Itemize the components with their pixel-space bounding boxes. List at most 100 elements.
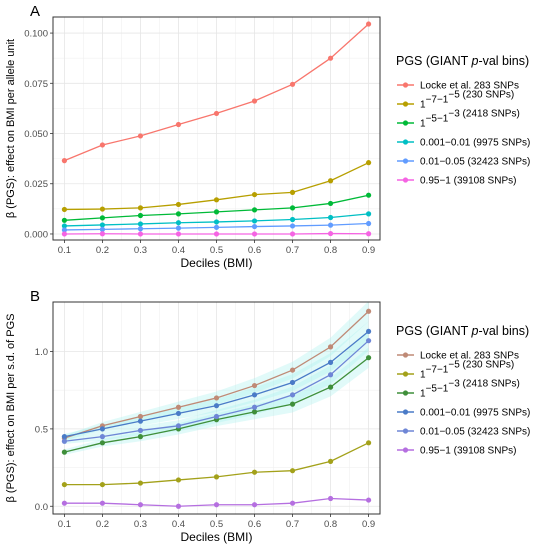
data-point <box>137 231 144 237</box>
data-point <box>99 434 106 440</box>
data-point <box>175 121 182 128</box>
data-point <box>61 217 68 223</box>
legend-label: Locke et al. 283 SNPs <box>420 81 519 92</box>
x-tick-label: 0.6 <box>248 245 261 256</box>
series-3 <box>61 355 372 455</box>
data-point <box>137 502 144 508</box>
data-point <box>137 133 144 139</box>
data-point <box>99 440 106 446</box>
data-point <box>289 231 296 237</box>
data-point <box>99 215 106 221</box>
legend-key-point <box>402 447 409 453</box>
y-axis-title: β (PGS): effect on BMI per allele unit <box>5 39 17 218</box>
data-point <box>61 206 68 213</box>
data-point <box>327 222 334 228</box>
legend-key-point <box>402 371 409 377</box>
y-tick-label: 0.100 <box>24 29 48 40</box>
data-point <box>213 209 220 215</box>
data-point <box>251 207 258 213</box>
data-point <box>137 205 144 211</box>
data-point <box>251 404 258 410</box>
legend: PGS (GIANT p-val bins) Locke et al. 283 S… <box>396 324 530 457</box>
x-tick-label: 0.2 <box>96 245 109 256</box>
data-point <box>213 231 220 237</box>
data-point <box>175 404 182 410</box>
legend-key-point <box>402 352 409 358</box>
data-point <box>365 160 372 166</box>
x-tick-label: 0.5 <box>210 245 223 256</box>
y-axis-title: β (PGS): effect on BMI per s.d. of PGS <box>5 314 17 503</box>
x-tick-label: 0.5 <box>210 519 223 530</box>
data-point <box>289 500 296 506</box>
series-2 <box>61 160 372 213</box>
data-point <box>251 409 258 415</box>
data-point <box>213 224 220 230</box>
data-point <box>175 211 182 217</box>
legend-key-point <box>402 139 409 145</box>
data-point <box>61 434 68 440</box>
data-point <box>137 427 144 434</box>
legend-item: 0.01−0.05 (32423 SNPs) <box>397 157 530 168</box>
data-point <box>213 413 220 420</box>
data-point <box>175 231 182 237</box>
data-point <box>137 212 144 219</box>
data-point <box>61 500 68 506</box>
data-point <box>213 110 220 117</box>
legend-item: 0.95−1 (39108 SNPs) <box>397 446 516 457</box>
data-point <box>365 440 372 446</box>
panel-letter: A <box>30 3 40 20</box>
data-point <box>289 367 296 373</box>
data-point <box>365 231 372 237</box>
panel-a: A 0.1 0.2 0.3 0.4 0.5 0.6 0.7 0.8 0.9 0.000 0.025 0.… <box>5 3 530 270</box>
series-6 <box>61 230 372 237</box>
legend-item: 0.001−0.01 (9975 SNPs) <box>397 408 530 419</box>
data-point <box>289 401 296 407</box>
data-point <box>251 502 258 508</box>
x-tick-label: 0.2 <box>96 519 109 530</box>
data-point <box>213 395 220 401</box>
data-point <box>175 225 182 231</box>
data-point <box>327 495 334 502</box>
data-point <box>251 231 258 237</box>
data-point <box>289 189 296 195</box>
data-point <box>213 197 220 203</box>
legend-item: 1−7−1−5 (230 SNPs) <box>397 360 514 381</box>
y-tick-label: 0.075 <box>24 79 48 90</box>
data-point <box>327 359 334 365</box>
data-point <box>251 98 258 104</box>
legend-label: 1−7−1−5 (230 SNPs) <box>420 90 514 111</box>
legend-item: Locke et al. 283 SNPs <box>397 81 519 92</box>
data-point <box>251 469 258 475</box>
data-point <box>213 403 220 409</box>
data-point <box>327 384 334 390</box>
data-point <box>61 438 68 444</box>
x-tick-label: 0.9 <box>362 519 375 530</box>
legend-label: 0.01−0.05 (32423 SNPs) <box>420 427 530 438</box>
legend-title: PGS (GIANT p-val bins) <box>396 324 529 338</box>
data-point <box>137 480 144 486</box>
data-point <box>289 205 296 211</box>
x-tick-label: 0.4 <box>172 519 185 530</box>
data-point <box>327 458 334 464</box>
x-tick-label: 0.1 <box>58 245 71 256</box>
x-tick-label: 0.1 <box>58 519 71 530</box>
data-point <box>99 222 106 228</box>
data-point <box>213 474 220 480</box>
data-point <box>175 503 182 509</box>
y-tick-label: 0.5 <box>35 424 48 435</box>
data-point <box>99 231 106 237</box>
data-point <box>99 142 106 148</box>
data-point <box>61 231 68 237</box>
legend-key-point <box>402 177 409 183</box>
data-point <box>289 223 296 229</box>
legend-item: Locke et al. 283 SNPs <box>397 351 519 362</box>
series-4 <box>61 328 372 440</box>
data-point <box>365 192 372 198</box>
x-axis-title: Deciles (BMI) <box>180 256 252 270</box>
data-point <box>251 223 258 230</box>
data-point <box>327 372 334 378</box>
data-point <box>251 382 258 389</box>
data-point <box>289 392 296 398</box>
data-point <box>213 219 220 225</box>
